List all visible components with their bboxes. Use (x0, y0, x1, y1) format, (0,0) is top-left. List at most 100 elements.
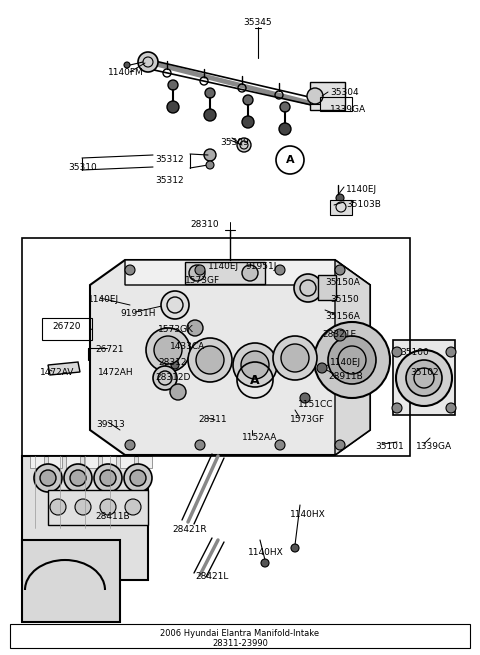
Text: 35100: 35100 (400, 348, 429, 357)
Circle shape (242, 265, 258, 281)
Circle shape (336, 194, 344, 202)
Text: 1140FM: 1140FM (108, 68, 144, 77)
Circle shape (34, 464, 62, 492)
Text: 1573GF: 1573GF (290, 415, 325, 424)
Text: 1472AH: 1472AH (98, 368, 133, 377)
Text: 28911B: 28911B (328, 372, 363, 381)
Text: 28310: 28310 (191, 220, 219, 229)
Polygon shape (22, 540, 120, 622)
Circle shape (94, 464, 122, 492)
Text: A: A (250, 373, 260, 386)
Circle shape (40, 470, 56, 486)
Circle shape (204, 109, 216, 121)
Text: 1472AV: 1472AV (40, 368, 74, 377)
Circle shape (205, 88, 215, 98)
Bar (66, 456, 80, 468)
Text: 35312: 35312 (155, 155, 184, 164)
Polygon shape (48, 362, 80, 375)
Circle shape (446, 347, 456, 357)
Text: 26720: 26720 (52, 322, 81, 331)
Text: 91951H: 91951H (120, 309, 156, 318)
Circle shape (64, 464, 92, 492)
Circle shape (124, 62, 130, 68)
Text: 1573GK: 1573GK (158, 325, 194, 334)
Circle shape (50, 499, 66, 515)
Circle shape (206, 161, 214, 169)
Circle shape (275, 440, 285, 450)
Circle shape (233, 343, 277, 387)
Circle shape (167, 101, 179, 113)
Text: 26721: 26721 (95, 345, 123, 354)
Bar (48, 490, 148, 525)
Text: 35102: 35102 (410, 368, 439, 377)
Circle shape (279, 123, 291, 135)
Circle shape (195, 265, 205, 275)
Bar (102, 456, 116, 468)
Text: 1339GA: 1339GA (416, 442, 452, 451)
Circle shape (275, 265, 285, 275)
Circle shape (334, 329, 346, 341)
Circle shape (196, 346, 224, 374)
Text: 28312: 28312 (158, 358, 187, 367)
Text: 1140HX: 1140HX (248, 548, 284, 557)
Text: 35101: 35101 (375, 442, 404, 451)
Text: 35156A: 35156A (325, 312, 360, 321)
Text: 35150A: 35150A (325, 278, 360, 287)
Circle shape (171, 361, 179, 369)
Bar (310, 82, 345, 110)
Circle shape (161, 291, 189, 319)
Circle shape (195, 440, 205, 450)
Circle shape (100, 499, 116, 515)
Circle shape (125, 499, 141, 515)
Text: 1433CA: 1433CA (170, 342, 205, 351)
Circle shape (241, 351, 269, 379)
Bar (320, 97, 352, 111)
Circle shape (242, 116, 254, 128)
Circle shape (307, 88, 323, 104)
Text: 1339GA: 1339GA (330, 105, 366, 114)
Circle shape (237, 138, 251, 152)
Text: 28411B: 28411B (95, 512, 130, 521)
Text: 1140HX: 1140HX (290, 510, 326, 519)
Text: 35312: 35312 (155, 176, 184, 185)
Circle shape (281, 344, 309, 372)
Text: 35150: 35150 (330, 295, 359, 304)
Circle shape (294, 274, 322, 302)
Circle shape (154, 336, 182, 364)
Text: 1151CC: 1151CC (298, 400, 334, 409)
Circle shape (291, 544, 299, 552)
Circle shape (75, 499, 91, 515)
Circle shape (406, 360, 442, 396)
Circle shape (138, 52, 158, 72)
Text: 1140EJ: 1140EJ (208, 262, 239, 271)
Bar (138, 456, 152, 468)
Circle shape (314, 322, 390, 398)
Polygon shape (22, 456, 148, 580)
Circle shape (187, 320, 203, 336)
Bar (185, 262, 265, 284)
Circle shape (300, 393, 310, 403)
Circle shape (446, 403, 456, 413)
Circle shape (396, 350, 452, 406)
Text: 39313: 39313 (96, 420, 125, 429)
Circle shape (392, 403, 402, 413)
Polygon shape (125, 260, 370, 285)
Text: 35345: 35345 (244, 18, 272, 27)
Text: 35103B: 35103B (346, 200, 381, 209)
Circle shape (70, 470, 86, 486)
Text: 35304: 35304 (330, 88, 359, 97)
Text: 1140EJ: 1140EJ (330, 358, 361, 367)
Circle shape (280, 102, 290, 112)
Circle shape (328, 336, 376, 384)
Text: 1140EJ: 1140EJ (346, 185, 377, 194)
Circle shape (392, 347, 402, 357)
Circle shape (261, 559, 269, 567)
Bar (48, 456, 62, 468)
Circle shape (153, 366, 177, 390)
Text: 28311: 28311 (198, 415, 227, 424)
Text: A: A (286, 155, 294, 165)
Polygon shape (335, 260, 370, 455)
Circle shape (188, 338, 232, 382)
Bar (22, 238, 410, 456)
Circle shape (168, 80, 178, 90)
